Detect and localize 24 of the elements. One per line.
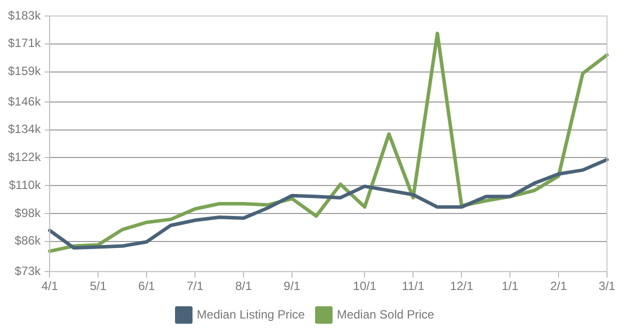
y-tick-label: $110k [8,178,42,192]
y-tick-label: $122k [8,150,42,164]
x-tick-label: 2/1 [550,279,568,294]
y-tick-label: $86k [14,234,42,248]
y-tick-label: $146k [8,94,42,108]
x-tick-label: 5/1 [90,279,107,294]
x-tick-label: 7/1 [186,279,204,294]
x-tick-label: 11/1 [402,279,425,294]
y-tick-label: $159k [8,64,42,78]
x-tick-label: 4/1 [41,279,58,294]
x-tick-label: 6/1 [138,279,156,294]
legend-label: Median Listing Price [196,307,306,322]
y-tick-label: $98k [14,206,42,220]
x-tick-label: 12/1 [450,279,474,294]
y-tick-label: $73k [14,264,42,278]
x-tick-label: 3/1 [598,279,616,294]
x-tick-label: 1/1 [502,279,519,294]
y-tick-label: $183k [8,8,42,22]
x-tick-label: 10/1 [353,279,377,294]
y-tick-label: $134k [8,122,42,136]
y-tick-label: $171k [8,36,42,50]
x-tick-label: 8/1 [235,279,252,294]
x-tick-label: 9/1 [284,279,301,294]
legend-label: Median Sold Price [336,307,435,322]
